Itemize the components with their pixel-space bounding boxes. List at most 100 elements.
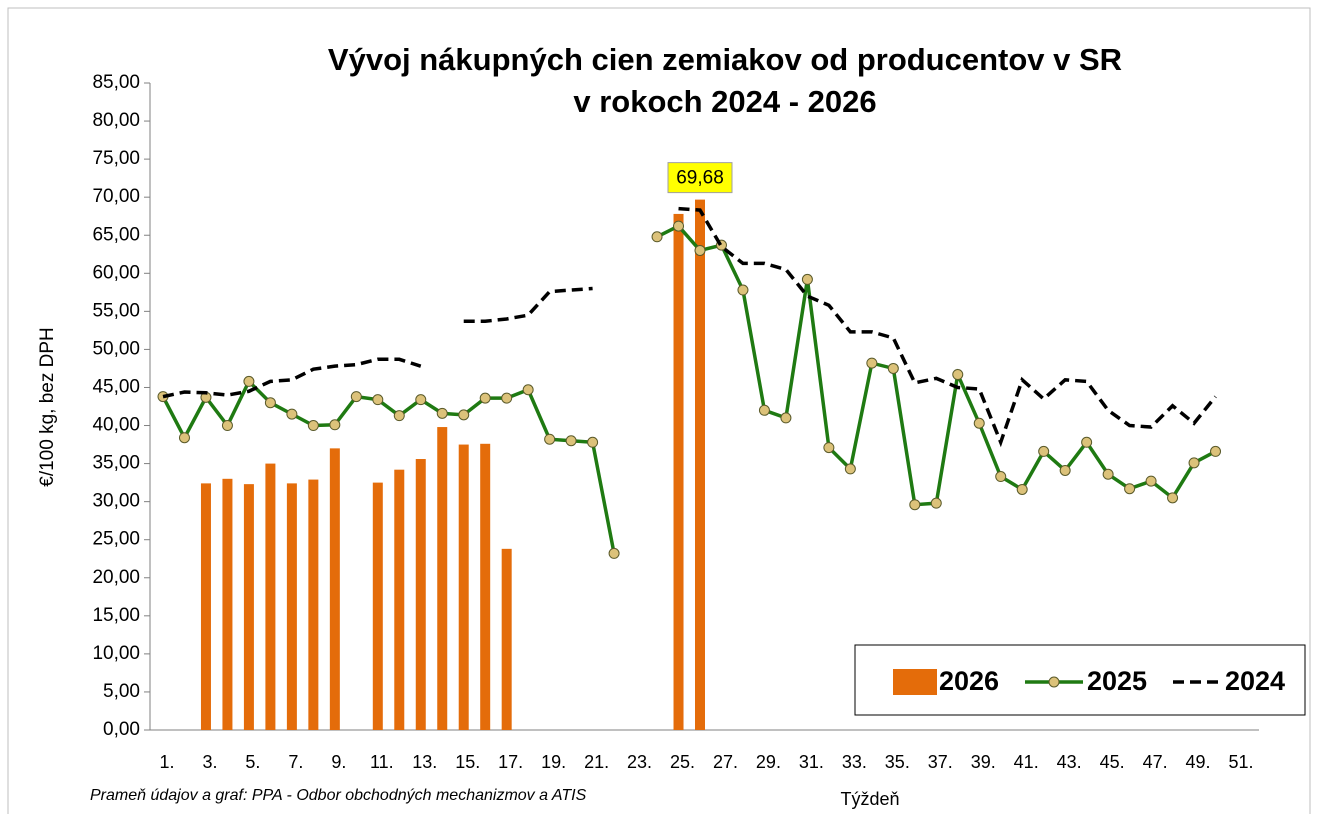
marker xyxy=(565,435,577,447)
bar xyxy=(394,469,405,730)
source-note: Prameň údajov a graf: PPA - Odbor obchod… xyxy=(90,787,587,804)
y-tick-label: 25,00 xyxy=(92,529,140,550)
y-tick-label: 70,00 xyxy=(92,186,140,207)
bar xyxy=(222,478,233,730)
x-tick-label: 19. xyxy=(541,752,566,772)
bar xyxy=(695,199,705,730)
marker xyxy=(694,244,706,256)
marker xyxy=(178,432,190,444)
marker xyxy=(909,499,921,511)
x-tick-label: 25. xyxy=(670,752,695,772)
marker xyxy=(436,407,448,419)
bar xyxy=(265,463,276,730)
x-tick-label: 3. xyxy=(202,752,217,772)
y-tick-label: 45,00 xyxy=(92,376,140,397)
y-tick-label: 10,00 xyxy=(92,643,140,664)
marker xyxy=(286,408,298,420)
x-tick-label: 11. xyxy=(370,752,394,772)
y-tick-label: 60,00 xyxy=(92,262,140,283)
marker xyxy=(651,231,663,243)
bar xyxy=(329,448,340,730)
x-tick-label: 51. xyxy=(1228,752,1253,772)
marker xyxy=(1124,483,1136,495)
marker xyxy=(1081,436,1093,448)
marker xyxy=(415,394,427,406)
marker xyxy=(737,284,749,296)
x-tick-label: 31. xyxy=(799,752,824,772)
marker xyxy=(930,497,942,509)
marker xyxy=(758,404,770,416)
x-axis-label: Týždeň xyxy=(840,789,899,809)
chart-title: Vývoj nákupných cien zemiakov od produce… xyxy=(328,42,1122,77)
chart-border xyxy=(7,7,1311,814)
marker xyxy=(243,375,255,387)
marker xyxy=(973,417,985,429)
line xyxy=(161,223,1217,554)
marker xyxy=(221,420,233,432)
y-tick-label: 0,00 xyxy=(103,719,140,740)
marker xyxy=(522,384,534,396)
marker xyxy=(866,357,878,369)
y-tick-label: 5,00 xyxy=(103,681,140,702)
bar xyxy=(673,213,684,730)
marker xyxy=(1059,464,1071,476)
y-axis-label: €/100 kg, bez DPH xyxy=(37,327,58,486)
y-tick-label: 40,00 xyxy=(92,415,140,436)
x-tick-label: 15. xyxy=(455,752,480,772)
x-tick-label: 7. xyxy=(288,752,303,772)
x-tick-label: 45. xyxy=(1100,752,1125,772)
y-tick-label: 80,00 xyxy=(92,110,140,131)
marker xyxy=(780,412,792,424)
marker xyxy=(1210,445,1222,457)
marker xyxy=(307,420,319,432)
x-tick-label: 29. xyxy=(756,752,781,772)
marker xyxy=(501,392,513,404)
marker xyxy=(372,394,384,406)
bar xyxy=(308,479,319,730)
y-tick-label: 15,00 xyxy=(92,605,140,626)
marker xyxy=(823,442,835,454)
marker xyxy=(479,392,491,404)
marker xyxy=(952,369,964,381)
y-tick-label: 20,00 xyxy=(92,567,140,588)
dashed-line xyxy=(162,206,1217,448)
bar xyxy=(200,483,211,730)
marker xyxy=(1038,445,1050,457)
marker xyxy=(1102,468,1114,480)
legend-label: 2025 xyxy=(1087,666,1147,696)
x-tick-label: 49. xyxy=(1186,752,1211,772)
legend-swatch xyxy=(893,669,937,695)
y-tick-label: 55,00 xyxy=(92,300,140,321)
marker xyxy=(1145,475,1157,487)
x-tick-label: 33. xyxy=(842,752,867,772)
marker xyxy=(844,463,856,475)
x-tick-label: 9. xyxy=(331,752,346,772)
bar xyxy=(243,484,254,730)
y-tick-label: 35,00 xyxy=(92,453,140,474)
x-tick-label: 35. xyxy=(885,752,910,772)
marker xyxy=(887,362,899,374)
bar xyxy=(372,482,383,730)
marker xyxy=(350,391,362,403)
chart-title: v rokoch 2024 - 2026 xyxy=(573,84,876,119)
x-tick-label: 17. xyxy=(498,752,523,772)
x-tick-label: 13. xyxy=(412,752,437,772)
y-tick-label: 85,00 xyxy=(92,72,140,93)
x-tick-label: 37. xyxy=(928,752,953,772)
marker xyxy=(1016,483,1028,495)
marker xyxy=(801,273,813,285)
x-tick-label: 21. xyxy=(584,752,609,772)
y-tick-label: 75,00 xyxy=(92,148,140,169)
data-label-box xyxy=(667,162,733,194)
marker xyxy=(608,547,620,559)
x-tick-label: 5. xyxy=(245,752,260,772)
bar xyxy=(458,444,469,730)
bar xyxy=(480,443,491,730)
x-tick-label: 27. xyxy=(713,752,738,772)
y-tick-label: 65,00 xyxy=(92,224,140,245)
marker xyxy=(673,220,685,232)
bar xyxy=(415,459,426,730)
x-tick-label: 1. xyxy=(159,752,174,772)
